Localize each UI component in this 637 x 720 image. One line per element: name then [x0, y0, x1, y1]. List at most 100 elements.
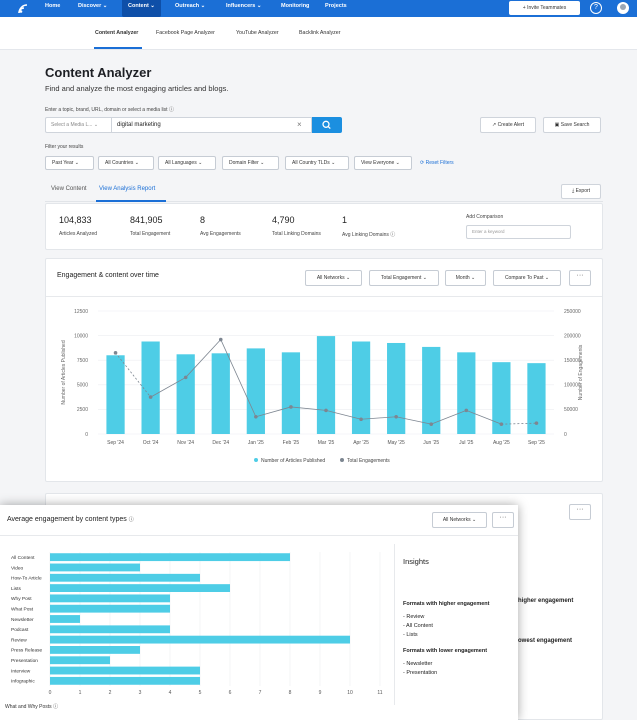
filter-countries[interactable]: All Countries ⌄	[98, 156, 154, 170]
search-button[interactable]	[312, 117, 342, 133]
engagement-line-segment	[361, 416, 397, 420]
x-tick-label: 10	[347, 690, 353, 696]
trend-icon: ↗	[492, 122, 497, 128]
filter-languages[interactable]: All Languages ⌄	[158, 156, 216, 170]
filter-date[interactable]: Past Year ⌄	[45, 156, 94, 170]
sub-navbar: Content Analyzer Facebook Page Analyzer …	[0, 17, 637, 50]
engagement-line-segment	[150, 377, 186, 398]
help-icon[interactable]: ?	[590, 2, 602, 14]
engagement-point	[289, 405, 293, 409]
filter-country-tlds[interactable]: All Country TLDs ⌄	[285, 156, 349, 170]
subnav-backlink-analyzer[interactable]: Backlink Analyzer	[299, 30, 341, 36]
subnav-youtube-analyzer[interactable]: YouTube Analyzer	[236, 30, 279, 36]
insights-higher-heading: Formats with higher engagement	[403, 601, 490, 607]
x-tick-label: Oct '24	[143, 440, 159, 446]
info-icon[interactable]: ⓘ	[128, 517, 134, 523]
invite-teammates-button[interactable]: + Invite Teammates	[509, 1, 580, 15]
x-tick-label: Aug '25	[493, 440, 510, 446]
compare-dropdown[interactable]: Compare To Past ⌄	[493, 270, 561, 286]
x-tick-label: Mar '25	[318, 440, 335, 446]
clear-icon[interactable]: ×	[297, 120, 302, 129]
stat-avg-linking-value: 1	[342, 215, 348, 225]
networks-dropdown[interactable]: All Networks ⌄	[305, 270, 362, 286]
nav-discover[interactable]: Discover ⌄	[78, 3, 108, 9]
filter-domain[interactable]: Domain Filter ⌄	[222, 156, 279, 170]
bar	[50, 666, 200, 675]
create-alert-button[interactable]: ↗ Create Alert	[480, 117, 536, 133]
save-search-button[interactable]: ▣ Save Search	[543, 117, 601, 133]
comparison-keyword-input[interactable]: Enter a keyword	[466, 225, 571, 239]
tab-view-analysis-report[interactable]: View Analysis Report	[99, 186, 156, 192]
more-options-button[interactable]: ···	[569, 270, 591, 286]
search-input[interactable]: digital marketing	[112, 117, 312, 133]
avatar[interactable]	[617, 2, 629, 14]
x-tick-label: 2	[109, 690, 112, 696]
save-icon: ▣	[554, 122, 560, 128]
stat-engagement-value: 841,905	[130, 215, 163, 225]
nav-projects[interactable]: Projects	[325, 3, 347, 9]
stat-articles-label: Articles Analyzed	[59, 231, 98, 237]
bar	[211, 353, 230, 434]
info-icon[interactable]: ⓘ	[53, 704, 59, 710]
brand-logo[interactable]	[17, 3, 29, 15]
x-tick-label: 6	[229, 690, 232, 696]
x-tick-label: 0	[49, 690, 52, 696]
engagement-line-segment	[396, 416, 432, 425]
x-tick-label: Apr '25	[353, 440, 369, 446]
content-types-networks-dropdown[interactable]: All Networks ⌄	[432, 512, 487, 528]
x-tick-label: May '25	[387, 440, 405, 446]
y-tick-label: 7500	[77, 358, 88, 364]
nav-outreach[interactable]: Outreach ⌄	[175, 3, 206, 9]
category-label: How-To Article	[11, 576, 42, 582]
y-axis-label: Number of Articles Published	[61, 340, 67, 404]
filter-view[interactable]: View Everyone ⌄	[354, 156, 412, 170]
engagement-point	[429, 422, 434, 426]
chevron-down-icon: ⌄	[93, 122, 99, 128]
x-tick-label: Dec '24	[212, 440, 229, 446]
content-types-more-button[interactable]: ···	[492, 512, 514, 528]
insights-higher-item: - Review	[403, 614, 425, 620]
category-label: Video	[11, 565, 24, 571]
x-tick-label: 11	[377, 690, 382, 696]
y-tick-label: 12500	[74, 309, 88, 315]
subnav-facebook-analyzer[interactable]: Facebook Page Analyzer	[156, 30, 215, 36]
bar	[176, 354, 195, 434]
info-icon[interactable]: ⓘ	[168, 107, 174, 113]
info-icon[interactable]: ⓘ	[390, 232, 396, 238]
y2-tick-label: 150000	[564, 358, 581, 364]
bar	[457, 352, 476, 434]
engagement-line-segment	[325, 409, 362, 420]
engagement-line-segment	[220, 339, 257, 417]
y-tick-label: 5000	[77, 383, 88, 389]
more-options-button-behind[interactable]: ···	[569, 504, 591, 520]
stat-engagement-label: Total Engagement	[130, 231, 171, 237]
nav-influencers[interactable]: Influencers ⌄	[226, 3, 262, 9]
nav-home[interactable]: Home	[45, 3, 61, 9]
bar	[50, 604, 170, 613]
insights-lower-heading: Formats with lower engagement	[403, 648, 488, 654]
nav-content[interactable]: Content ⌄	[122, 0, 161, 17]
bar	[141, 341, 160, 434]
category-label: Presentation	[11, 658, 38, 664]
tab-view-content[interactable]: View Content	[51, 186, 87, 192]
bar	[246, 348, 265, 434]
insights-panel	[394, 544, 518, 705]
nav-monitoring[interactable]: Monitoring	[281, 3, 310, 9]
export-button[interactable]: ⤓ Export	[561, 184, 601, 199]
category-label: Newsletter	[11, 617, 34, 623]
media-list-select[interactable]: Select a Media L... ⌄	[45, 117, 112, 133]
subnav-content-analyzer[interactable]: Content Analyzer	[95, 30, 139, 36]
bar	[50, 615, 80, 623]
reset-filters-link[interactable]: ⟳ Reset Filters	[420, 160, 454, 166]
stat-articles-value: 104,833	[59, 215, 92, 225]
y2-axis-label: Number of Engagements	[578, 344, 584, 400]
search-label: Enter a topic, brand, URL, domain or sel…	[45, 107, 174, 113]
engagement-line-segment	[115, 352, 151, 398]
page-title: Content Analyzer	[45, 65, 152, 80]
category-label: Lists	[11, 586, 21, 592]
interval-dropdown[interactable]: Month ⌄	[445, 270, 486, 286]
stat-avg-linking-label: Avg Linking Domains ⓘ	[342, 232, 396, 238]
insights-lower-item: - Newsletter	[403, 661, 433, 667]
tab-divider	[45, 201, 603, 202]
engagement-metric-dropdown[interactable]: Total Engagement ⌄	[369, 270, 439, 286]
